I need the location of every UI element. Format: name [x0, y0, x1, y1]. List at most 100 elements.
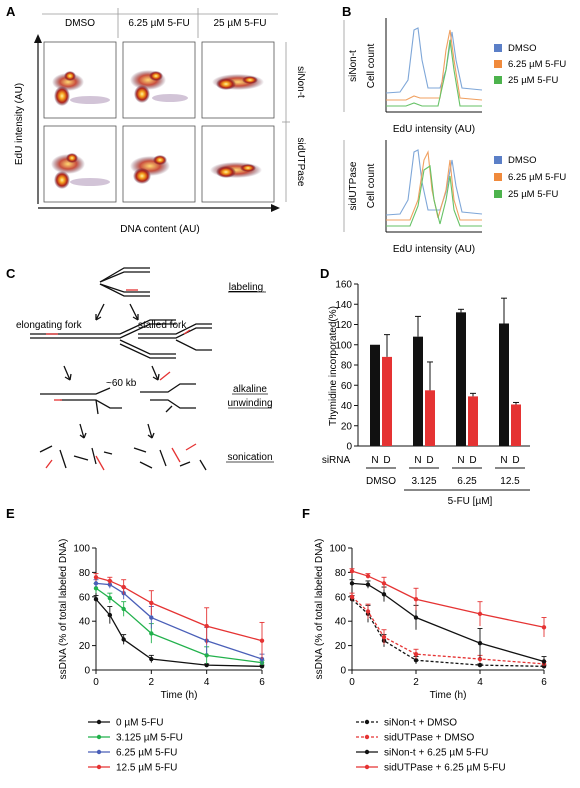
legend-swatch-25-2 — [494, 190, 502, 198]
E-point — [93, 597, 99, 602]
F-legend-label: sidUTPase + DMSO — [384, 733, 475, 744]
d-bar-label: D — [469, 455, 476, 466]
chart-d: 0 20 40 60 80 100 120 140 160 Thymidine incorpora… — [322, 280, 530, 507]
label-alkaline: alkaline — [233, 384, 267, 395]
d-bar — [413, 336, 423, 446]
E-xtick-label: 4 — [204, 677, 210, 688]
row-label-sidutpase: sidUTPase — [295, 138, 306, 187]
E-legend-marker — [96, 734, 102, 740]
d-bar-label: N — [500, 455, 507, 466]
F-point — [365, 573, 371, 579]
scatter-plot-625-sidutpase — [122, 125, 196, 203]
F-xtick-label: 6 — [541, 677, 547, 688]
col-header-625: 6.25 µM 5-FU — [128, 18, 189, 29]
panel-label-c: C — [6, 266, 16, 281]
d-ytick-label: 160 — [335, 280, 352, 291]
d-bar — [499, 323, 509, 446]
d-bar-label: N — [457, 455, 464, 466]
col-header-dmso: DMSO — [65, 18, 95, 29]
E-ytick-label: 80 — [79, 568, 91, 579]
label-unwinding: unwinding — [227, 398, 272, 409]
d-xlabel: 5-FU [µM] — [448, 496, 493, 507]
scatter-plot-25-sidutpase — [201, 125, 275, 203]
d-bar — [468, 396, 478, 446]
F-point — [413, 658, 419, 663]
F-point — [541, 659, 547, 664]
F-legend-label: siNon-t + DMSO — [384, 718, 457, 729]
F-point — [381, 634, 387, 640]
d-bar — [382, 356, 392, 446]
legend-label-dmso: DMSO — [508, 43, 537, 54]
scatter-plot-625-sinon-t — [122, 41, 196, 119]
E-point — [121, 606, 126, 612]
legend-label-25: 25 µM 5-FU — [508, 75, 558, 86]
d-bar-label: N — [371, 455, 378, 466]
E-legend-marker — [96, 764, 102, 770]
E-point — [149, 631, 154, 636]
d-ytick-label: 120 — [335, 320, 352, 331]
panel-a-xlabel: DNA content (AU) — [120, 224, 199, 235]
F-ytick-label: 60 — [335, 592, 347, 603]
col-header-25: 25 µM 5-FU — [214, 18, 267, 29]
d-bar-label: N — [414, 455, 421, 466]
E-legend-label: 6.25 µM 5-FU — [116, 748, 177, 759]
E-point — [204, 653, 209, 658]
scatter-plot-dmso-sinon-t — [43, 41, 117, 119]
legend-label-dmso-2: DMSO — [508, 155, 537, 166]
panel-b: siNon-t Cell count EdU intensity (AU) DM… — [343, 18, 566, 255]
E-ytick-label: 100 — [73, 544, 90, 555]
E-series-line-1 — [95, 587, 263, 664]
label-sonication: sonication — [227, 452, 272, 463]
F-point — [349, 594, 355, 599]
panel-label-e: E — [6, 506, 15, 521]
F-legend-label: siNon-t + 6.25 µM 5-FU — [384, 748, 488, 759]
panel-b-top-xlabel: EdU intensity (AU) — [393, 124, 475, 135]
F-legend-label: sidUTPase + 6.25 µM 5-FU — [384, 763, 506, 774]
label-labeling: labeling — [229, 282, 263, 293]
E-legend-marker — [96, 719, 102, 725]
E-point — [121, 584, 126, 590]
E-point — [107, 612, 113, 618]
panel-a: DMSO 6.25 µM 5-FU 25 µM 5-FU siNon-t sid… — [14, 8, 306, 235]
panel-label-b: B — [342, 4, 351, 19]
d-ytick-label: 40 — [341, 401, 353, 412]
legend-swatch-625 — [494, 60, 502, 68]
d-group-label: DMSO — [366, 476, 396, 487]
d-ytick-label: 0 — [346, 442, 352, 453]
F-point — [477, 640, 483, 646]
d-ytick-label: 80 — [341, 361, 353, 372]
E-point — [259, 664, 265, 669]
legend-top: DMSO 6.25 µM 5-FU 25 µM 5-FU — [494, 43, 566, 86]
F-point — [413, 651, 419, 657]
E-ytick-label: 20 — [79, 641, 91, 652]
panel-c-labels: labeling elongating fork stalled fork ~6… — [16, 282, 274, 463]
scatter-plot-dmso-sidutpase — [43, 125, 117, 203]
E-series-line-3 — [95, 576, 263, 642]
histogram-sidutpase — [385, 140, 483, 233]
E-legend-label: 0 µM 5-FU — [116, 718, 163, 729]
d-bar-label: D — [512, 455, 519, 466]
d-group-label: 12.5 — [500, 476, 520, 487]
E-legend-label: 3.125 µM 5-FU — [116, 733, 183, 744]
E-xtick-label: 6 — [259, 677, 265, 688]
d-bar-label: D — [426, 455, 433, 466]
E-legend-marker — [96, 749, 102, 755]
E-ylabel: ssDNA (% of total labeled DNA) — [58, 539, 69, 680]
F-xlabel: Time (h) — [430, 690, 467, 701]
F-xtick-label: 2 — [413, 677, 419, 688]
panel-label-a: A — [6, 4, 16, 19]
d-ytick-label: 140 — [335, 300, 352, 311]
F-ytick-label: 80 — [335, 568, 347, 579]
panel-c-schematic — [30, 267, 212, 471]
E-series-line-0 — [95, 598, 263, 667]
F-xtick-label: 4 — [477, 677, 483, 688]
label-distance: ~60 kb — [106, 378, 137, 389]
scatter-plot-25-sinon-t — [201, 41, 275, 119]
E-legend-label: 12.5 µM 5-FU — [116, 763, 177, 774]
F-series-line-0 — [351, 598, 545, 667]
d-ytick-label: 60 — [341, 381, 353, 392]
panel-b-top-row: siNon-t — [348, 50, 359, 82]
F-point — [477, 656, 483, 662]
F-xtick-label: 0 — [349, 677, 355, 688]
